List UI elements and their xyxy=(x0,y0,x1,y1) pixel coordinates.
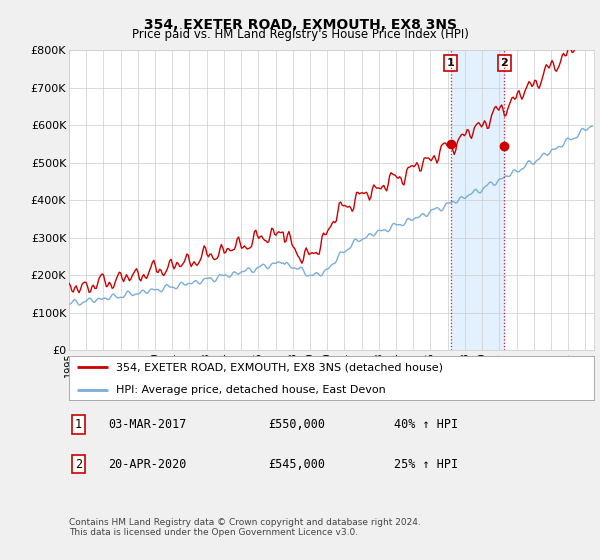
Text: Contains HM Land Registry data © Crown copyright and database right 2024.
This d: Contains HM Land Registry data © Crown c… xyxy=(69,518,421,538)
Text: 354, EXETER ROAD, EXMOUTH, EX8 3NS: 354, EXETER ROAD, EXMOUTH, EX8 3NS xyxy=(143,18,457,32)
Text: Price paid vs. HM Land Registry's House Price Index (HPI): Price paid vs. HM Land Registry's House … xyxy=(131,28,469,41)
Text: 1: 1 xyxy=(75,418,82,431)
Text: £545,000: £545,000 xyxy=(269,458,325,470)
Text: 1: 1 xyxy=(447,58,454,68)
Text: HPI: Average price, detached house, East Devon: HPI: Average price, detached house, East… xyxy=(116,385,386,395)
Text: 2: 2 xyxy=(75,458,82,470)
Text: 25% ↑ HPI: 25% ↑ HPI xyxy=(395,458,458,470)
Text: £550,000: £550,000 xyxy=(269,418,325,431)
Bar xyxy=(451,50,505,350)
Text: 03-MAR-2017: 03-MAR-2017 xyxy=(109,418,187,431)
Text: 354, EXETER ROAD, EXMOUTH, EX8 3NS (detached house): 354, EXETER ROAD, EXMOUTH, EX8 3NS (deta… xyxy=(116,362,443,372)
Text: 40% ↑ HPI: 40% ↑ HPI xyxy=(395,418,458,431)
Text: 20-APR-2020: 20-APR-2020 xyxy=(109,458,187,470)
Text: 2: 2 xyxy=(500,58,508,68)
